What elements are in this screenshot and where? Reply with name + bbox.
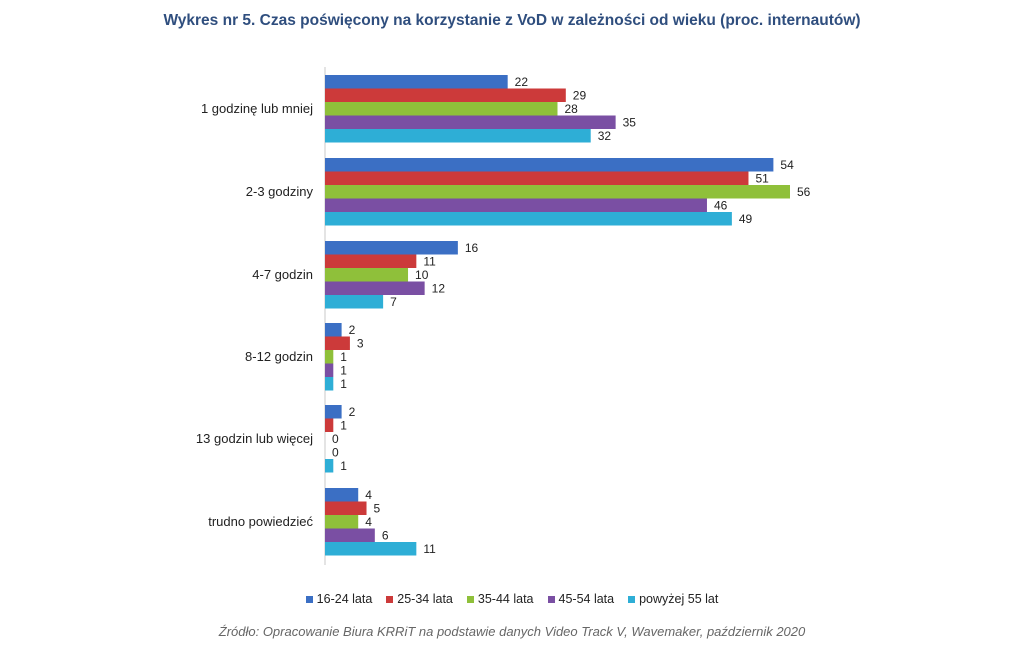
legend-item: 16-24 lata xyxy=(305,592,373,606)
data-label: 56 xyxy=(797,185,811,199)
bar xyxy=(325,88,566,102)
legend-swatch xyxy=(466,595,474,603)
legend-item: 45-54 lata xyxy=(547,592,615,606)
data-label: 10 xyxy=(415,268,429,282)
data-label: 1 xyxy=(340,459,347,473)
data-label: 5 xyxy=(374,502,381,516)
data-label: 28 xyxy=(565,102,579,116)
bar xyxy=(325,363,334,377)
legend-item: 25-34 lata xyxy=(386,592,453,606)
legend-label: powyżej 55 lat xyxy=(639,592,719,606)
data-label: 32 xyxy=(598,129,612,143)
bar xyxy=(325,295,384,309)
bar xyxy=(325,336,350,350)
data-label: 2 xyxy=(349,323,356,337)
bar xyxy=(325,171,749,185)
legend: 16-24 lata 25-34 lata 35-44 lata 45-54 lata… xyxy=(0,592,1024,606)
category-label: 2-3 godziny xyxy=(246,184,314,199)
bar xyxy=(325,254,417,268)
legend-item: 35-44 lata xyxy=(466,592,534,606)
data-label: 29 xyxy=(573,89,587,103)
data-label: 4 xyxy=(365,515,372,529)
data-label: 7 xyxy=(390,295,397,309)
data-label: 54 xyxy=(780,158,794,172)
chart-title: Wykres nr 5. Czas poświęcony na korzysta… xyxy=(163,12,861,29)
legend-swatch xyxy=(305,595,313,603)
bar xyxy=(325,528,375,542)
category-label: 4-7 godzin xyxy=(252,267,313,282)
data-label: 2 xyxy=(349,405,356,419)
bar xyxy=(325,418,334,432)
bar xyxy=(325,268,409,282)
data-label: 16 xyxy=(465,241,479,255)
data-label: 51 xyxy=(755,172,769,186)
bar xyxy=(325,198,707,212)
bar xyxy=(325,158,774,172)
bar xyxy=(325,542,417,556)
category-label: 13 godzin lub więcej xyxy=(196,431,313,446)
data-label: 35 xyxy=(623,116,637,130)
data-label: 0 xyxy=(332,432,339,446)
bar xyxy=(325,212,732,226)
data-label: 1 xyxy=(340,350,347,364)
legend-swatch xyxy=(386,595,394,603)
bar xyxy=(325,405,342,419)
category-label: 8-12 godzin xyxy=(245,349,313,364)
bar xyxy=(325,129,591,143)
bar xyxy=(325,115,616,129)
legend-label: 45-54 lata xyxy=(558,592,615,606)
bar xyxy=(325,350,334,364)
legend-swatch xyxy=(547,595,555,603)
bar xyxy=(325,459,334,473)
bar xyxy=(325,323,342,337)
data-label: 46 xyxy=(714,199,728,213)
bar xyxy=(325,377,334,391)
bar xyxy=(325,281,425,295)
data-label: 11 xyxy=(423,542,436,556)
bar xyxy=(325,488,359,502)
bar xyxy=(325,501,367,515)
legend-label: 25-34 lata xyxy=(397,592,453,606)
data-label: 6 xyxy=(382,529,389,543)
bar xyxy=(325,75,508,89)
data-label: 4 xyxy=(365,488,372,502)
legend-item: powyżej 55 lat xyxy=(628,592,718,606)
data-label: 1 xyxy=(340,364,347,378)
source-note: Źródło: Opracowanie Biura KRRiT na podst… xyxy=(218,624,806,639)
bar xyxy=(325,515,359,529)
data-label: 0 xyxy=(332,446,339,460)
data-label: 22 xyxy=(515,75,529,89)
bar xyxy=(325,241,458,255)
data-label: 3 xyxy=(357,337,364,351)
data-label: 1 xyxy=(340,419,347,433)
data-label: 1 xyxy=(340,377,347,391)
legend-swatch xyxy=(628,595,636,603)
category-label: trudno powiedzieć xyxy=(208,514,313,529)
bar xyxy=(325,185,790,199)
data-label: 49 xyxy=(739,212,753,226)
data-label: 12 xyxy=(432,282,446,296)
bar xyxy=(325,102,558,116)
legend-label: 35-44 lata xyxy=(477,592,534,606)
category-label: 1 godzinę lub mniej xyxy=(201,101,313,116)
legend-label: 16-24 lata xyxy=(316,592,373,606)
data-label: 11 xyxy=(423,255,436,269)
